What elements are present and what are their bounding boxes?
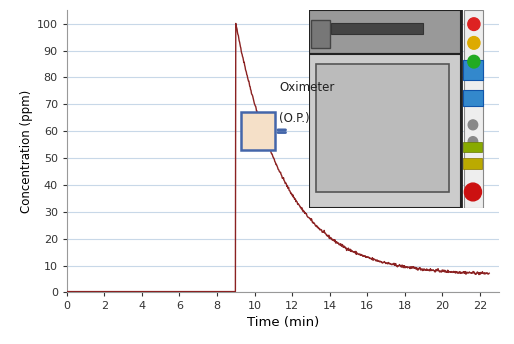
Text: Oximeter: Oximeter — [279, 80, 334, 94]
Y-axis label: Concentration (ppm): Concentration (ppm) — [20, 90, 32, 213]
Text: (O.P.): (O.P.) — [279, 112, 309, 126]
X-axis label: Time (min): Time (min) — [247, 315, 319, 329]
FancyBboxPatch shape — [242, 112, 275, 150]
